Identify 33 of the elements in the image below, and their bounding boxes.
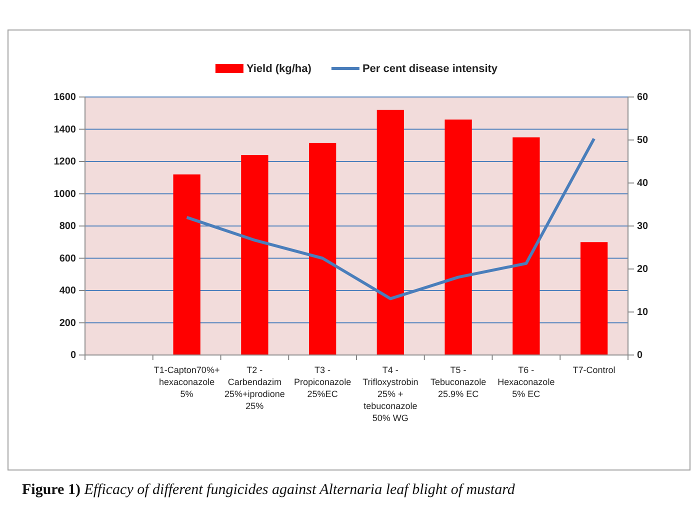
y2-tick-label: 60: [637, 92, 649, 104]
bar: [173, 174, 200, 355]
x-tick-label: T2 - Carbendazim 25%+iprodione 25%: [224, 365, 285, 411]
x-tick-label: T7-Control: [572, 365, 616, 375]
y2-tick-label: 10: [637, 307, 649, 318]
bar: [241, 155, 268, 355]
y-tick-label: 800: [59, 221, 76, 232]
x-tick-label: T5 - Tebuconazole 25.9% EC: [430, 365, 486, 399]
x-tick-label: T4 - Trifloxystrobin 25% + tebuconazole 50% WG: [362, 365, 418, 423]
y2-tick-label: 20: [637, 264, 649, 276]
x-tick-label: T1-Capton70%+ hexaconazole 5%: [154, 365, 220, 399]
y2-tick-label: 40: [637, 178, 649, 190]
bar: [444, 120, 472, 355]
bar: [512, 137, 540, 355]
caption: Figure 1) Efficacy of different fungicides against Alternaria leaf blight of mustard: [22, 482, 516, 498]
legend-label: Per cent disease intensity: [362, 63, 498, 75]
bar: [308, 142, 336, 355]
bar: [580, 242, 608, 355]
y-tick-label: 0: [70, 350, 76, 362]
bar: [376, 110, 404, 355]
y2-tick-label: 0: [637, 350, 643, 362]
y-tick-label: 600: [59, 253, 76, 264]
y2-tick-label: 30: [637, 221, 649, 232]
x-tick-label: T3 - Propiconazole 25%EC: [294, 365, 352, 399]
y2-tick-label: 50: [637, 135, 649, 146]
legend-label: Yield (kg/ha): [246, 63, 312, 75]
y-tick-label: 1200: [54, 156, 76, 168]
y-tick-label: 1600: [54, 92, 76, 104]
y-tick-label: 400: [59, 286, 76, 297]
y-tick-label: 200: [59, 318, 76, 329]
y-tick-label: 1400: [54, 124, 76, 136]
y-tick-label: 1000: [54, 188, 76, 200]
x-tick-label: T6 - Hexaconazole 5% EC: [498, 365, 555, 399]
